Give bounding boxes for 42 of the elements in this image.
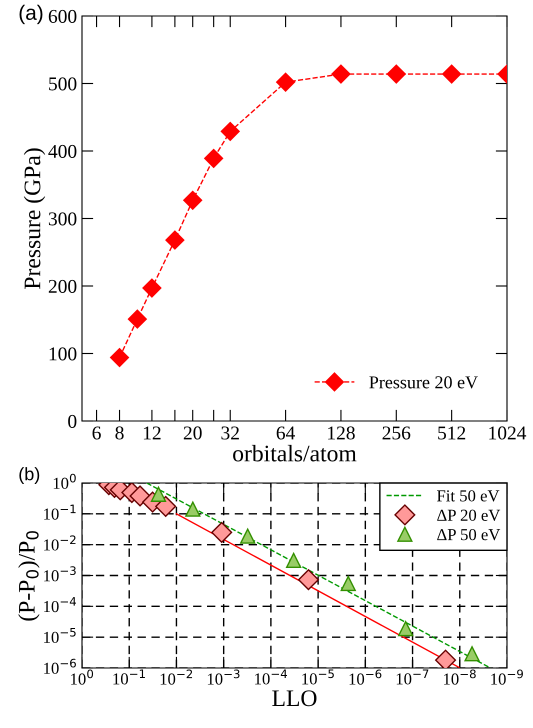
y-tick-label: 200	[48, 280, 76, 293]
y-tick-label: 400	[48, 144, 76, 158]
y-tick-label: 10$^{−4}$	[44, 597, 76, 612]
legend-label: Pressure 20 eV	[369, 376, 478, 389]
x-tick-label: 20	[184, 426, 202, 440]
legend-label: ΔP 50 eV	[437, 529, 500, 540]
legend-label: ΔP 20 eV	[437, 510, 500, 521]
x-tick-label: 256	[382, 426, 410, 440]
x-tick-label: 10$^{−7}$	[396, 669, 428, 685]
y-tick-label: 600	[48, 10, 76, 23]
y-tick-label: 0	[68, 414, 76, 428]
y-axis-title: (P-P$_{0}$)/P$_{0}$	[18, 531, 40, 621]
y-tick-label: 10$^{−3}$	[44, 566, 76, 582]
x-tick-label: 512	[438, 426, 466, 440]
x-tick-label: 128	[328, 426, 355, 440]
y-tick-label: 100	[50, 347, 76, 360]
x-tick-label: 64	[276, 426, 296, 440]
x-tick-label: 10$^{−5}$	[302, 669, 334, 685]
x-tick-label: 10$^{−6}$	[350, 669, 382, 685]
x-axis-title: LLO	[272, 690, 316, 706]
x-tick-label: 10$^{−8}$	[444, 669, 476, 685]
x-tick-label: 10$^{−3}$	[208, 669, 240, 685]
chart-title: (a)	[20, 4, 42, 24]
x-tick-label: 10$^{−4}$	[255, 669, 288, 685]
x-tick-label: 10$^{−1}$	[113, 669, 145, 685]
legend-label: Fit 50 eV	[437, 490, 500, 502]
y-tick-label: 10$^{−2}$	[44, 535, 76, 551]
y-axis-title: Pressure (GPa)	[24, 148, 46, 289]
y-tick-label: 10$^{−5}$	[44, 628, 76, 644]
x-tick-label: 32	[221, 426, 239, 440]
chart-title: (b)	[19, 467, 40, 484]
x-tick-label: 10$^{−9}$	[491, 669, 523, 685]
y-tick-label: 10$^{−1}$	[44, 504, 76, 520]
x-tick-label: 12	[144, 426, 161, 440]
y-tick-label: 300	[48, 212, 76, 226]
x-tick-label: 8	[115, 426, 124, 440]
x-axis-title: orbitals/atom	[233, 444, 356, 462]
y-tick-label: 10$^{0}$	[54, 474, 76, 489]
x-tick-label: 6	[92, 426, 101, 440]
x-tick-label: 1024	[489, 426, 526, 440]
x-tick-label: 10$^{−2}$	[160, 669, 192, 685]
y-tick-label: 500	[49, 77, 76, 90]
